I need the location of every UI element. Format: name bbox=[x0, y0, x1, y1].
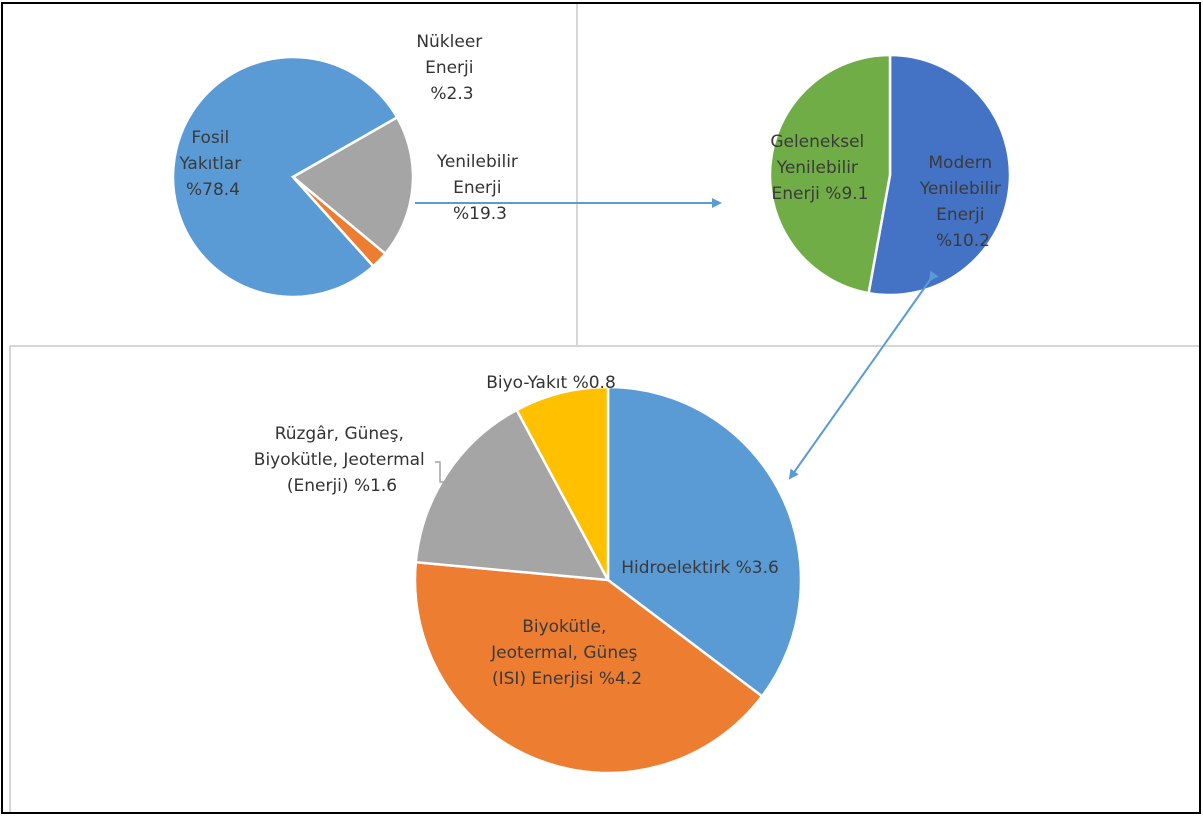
label-geleneksel-yenilebilir: Geleneksel Yenilebilir Enerji %9.1 bbox=[770, 132, 869, 204]
pie-slice-fosil-yakitlar bbox=[171, 55, 399, 299]
pie-charts bbox=[171, 53, 1012, 775]
label-yenilebilir-enerji: Yenilebilir Enerji %19.3 bbox=[436, 152, 524, 224]
arrow-modern-to-detail bbox=[788, 270, 939, 480]
pie-slice-biyo-yakit bbox=[515, 385, 610, 581]
label-hidroelektirk: Hidroelektirk %3.6 bbox=[621, 558, 779, 578]
pie-slice-hidroelektirk bbox=[606, 385, 803, 699]
pie-slice-biyokutle-isi bbox=[413, 560, 764, 775]
leader-line-ruzgar bbox=[435, 461, 448, 483]
label-biyo-yakit: Biyo-Yakıt %0.8 bbox=[486, 373, 616, 393]
pie-slice-nukleer-enerji bbox=[292, 176, 388, 268]
label-modern-yenilebilir: Modern Yenilebilir Enerji %10.2 bbox=[919, 153, 1007, 251]
pie-slice-yenilebilir-enerji bbox=[290, 115, 415, 256]
pie-slice-ruzgar-gunes bbox=[414, 408, 611, 582]
label-nukleer-enerji: Nükleer Enerji %2.3 bbox=[416, 32, 487, 104]
label-ruzgar-gunes: Rüzgâr, Güneş, Biyokütle, Jeotermal (Ene… bbox=[254, 424, 430, 496]
label-biyokutle-isi: Biyokütle, Jeotermal, Güneş (ISI) Enerji… bbox=[490, 617, 643, 689]
label-fosil-yakitlar: Fosil Yakıtlar %78.4 bbox=[178, 128, 246, 200]
